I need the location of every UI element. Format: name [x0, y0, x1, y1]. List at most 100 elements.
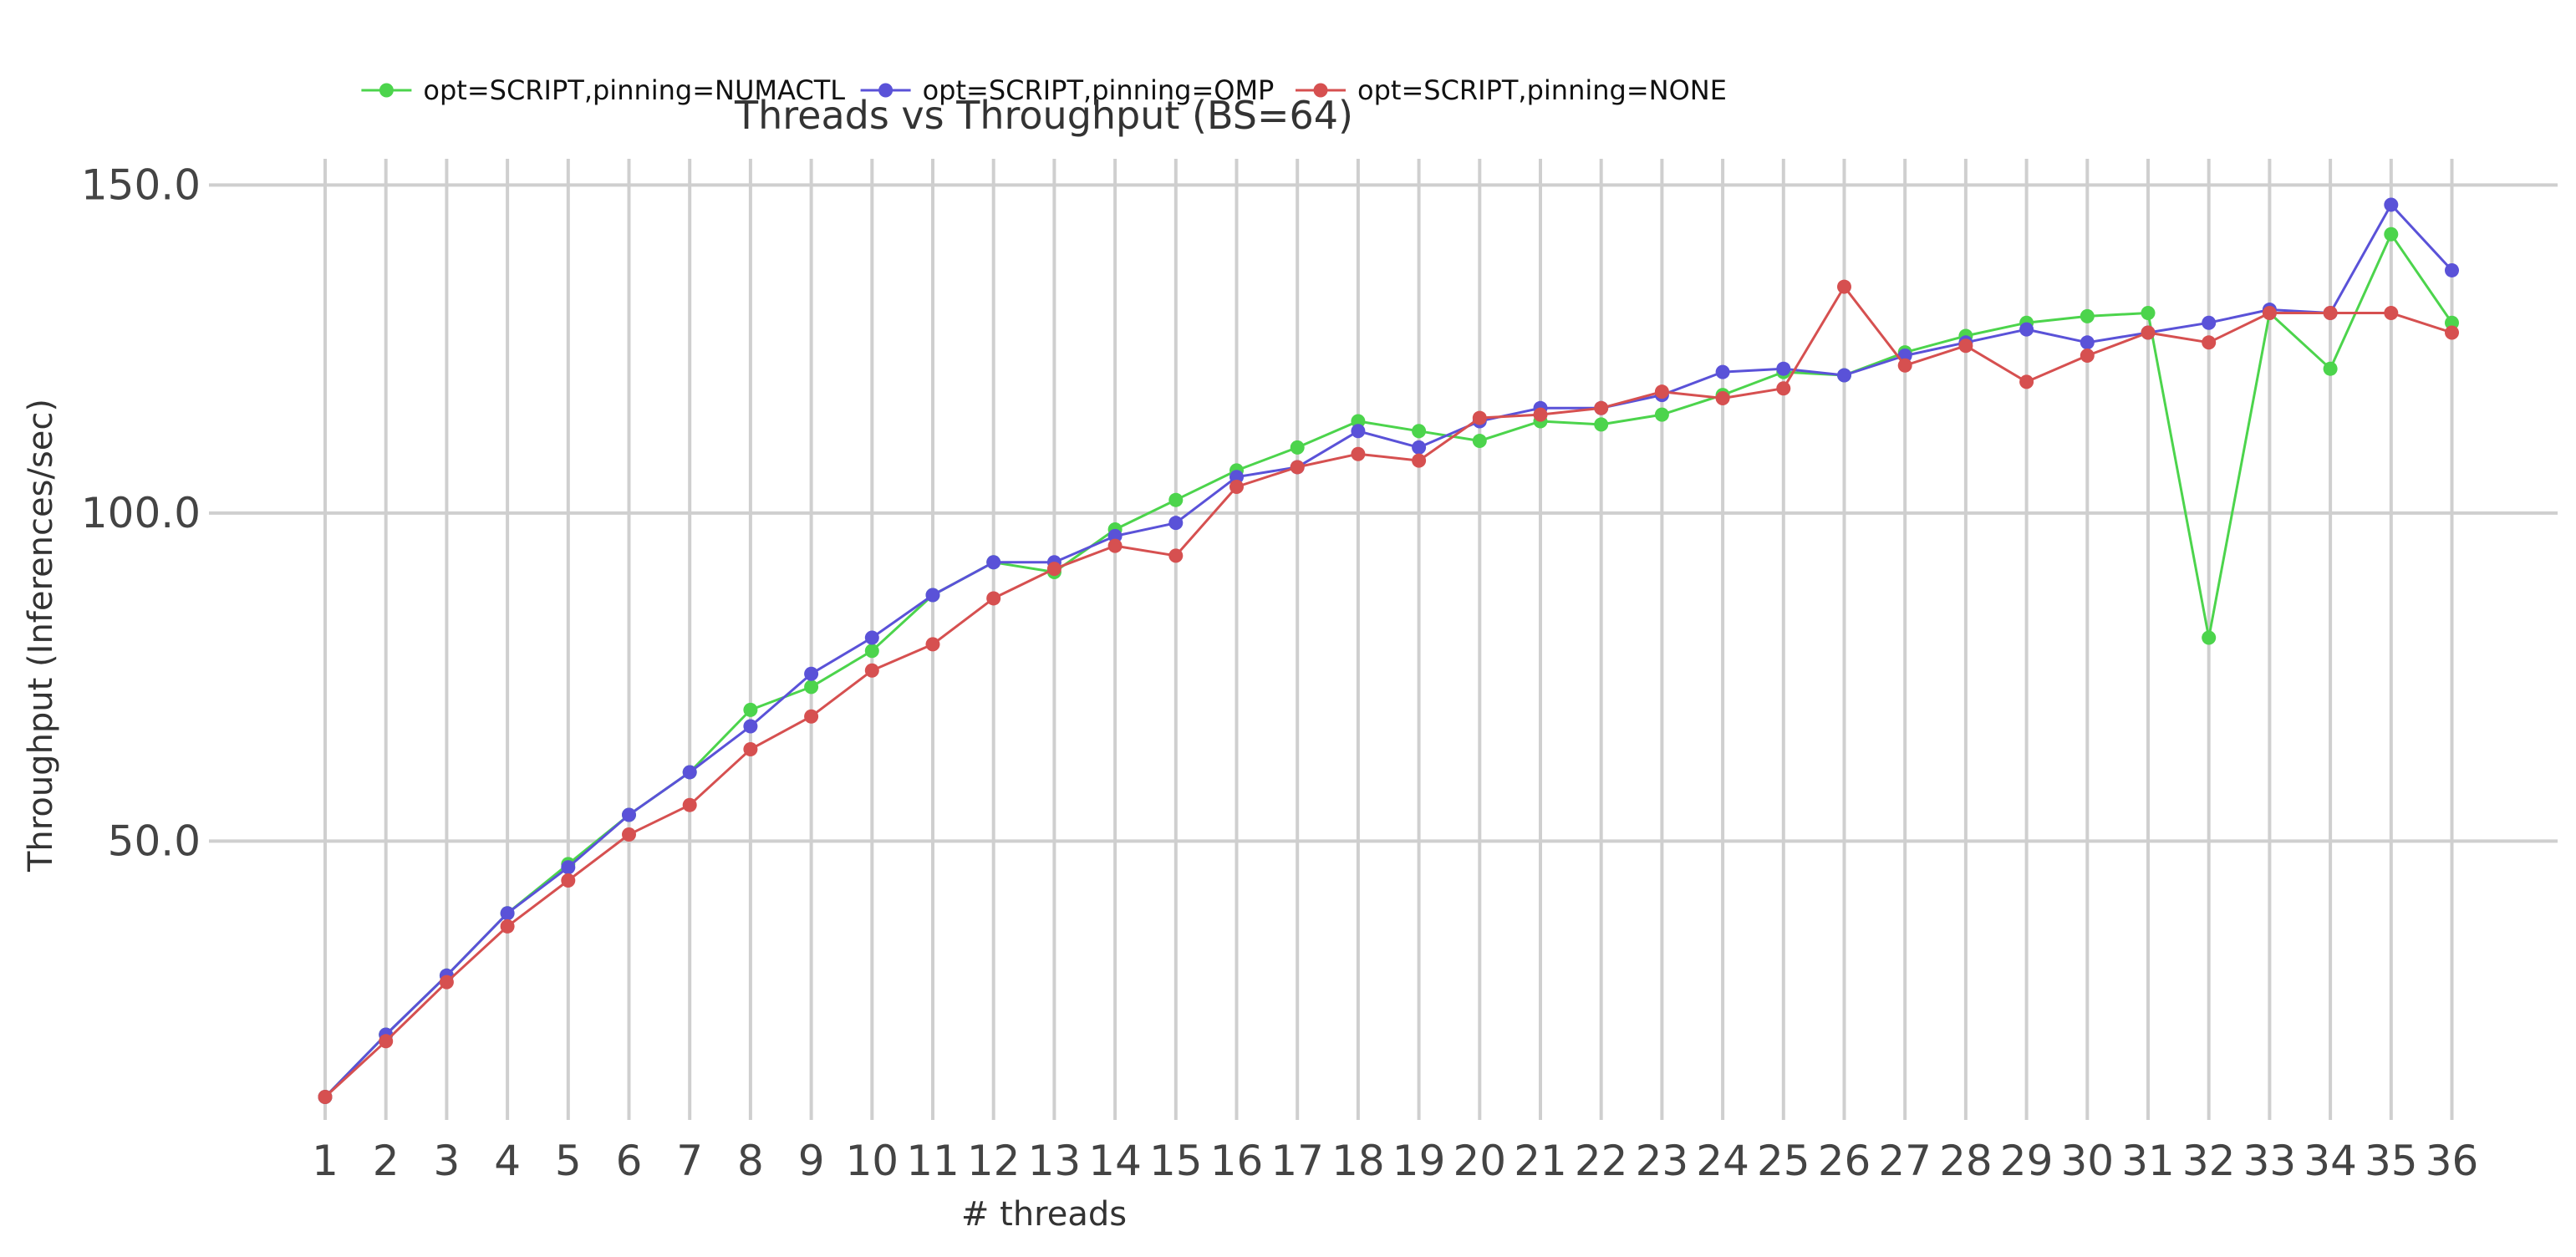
legend-label: opt=SCRIPT,pinning=NUMACTL — [423, 74, 845, 106]
series-line — [323, 285, 2452, 1098]
data-point — [622, 807, 636, 822]
x-tick-label: 6 — [616, 1137, 643, 1185]
data-point — [925, 637, 940, 652]
data-point — [1897, 358, 1912, 373]
x-tick-label: 34 — [2304, 1137, 2357, 1185]
data-point — [1412, 453, 1427, 468]
x-tick-label: 7 — [676, 1137, 703, 1185]
legend-swatch-marker — [1313, 83, 1328, 98]
data-point — [1715, 364, 1730, 379]
data-point — [2019, 322, 2034, 337]
data-point — [1168, 492, 1184, 507]
data-point — [2384, 226, 2399, 242]
data-point — [743, 741, 758, 756]
x-tick-label: 28 — [1939, 1137, 1993, 1185]
data-point — [1229, 470, 1244, 485]
x-axis-ticks: 1 2 3 4 5 6 7 8 9 10 11 12 13 14 15 16 17 18 19 20 21 22 23 24 2… — [312, 1137, 2478, 1185]
legend-label: opt=SCRIPT,pinning=NONE — [1357, 74, 1727, 106]
data-point — [1351, 446, 1366, 461]
x-tick-label: 24 — [1696, 1137, 1749, 1185]
y-axis-title: Throughput (Inferences/sec) — [22, 399, 60, 873]
data-point — [439, 975, 454, 990]
x-tick-label: 16 — [1210, 1137, 1264, 1185]
data-point — [2384, 305, 2399, 320]
series-line — [323, 203, 2453, 1098]
data-point — [2202, 315, 2217, 330]
data-point — [1472, 434, 1487, 449]
data-point — [804, 679, 819, 695]
series-group — [318, 226, 2459, 1105]
data-point — [986, 591, 1001, 606]
data-point — [2262, 305, 2277, 320]
x-tick-label: 17 — [1270, 1137, 1324, 1185]
x-tick-label: 26 — [1818, 1137, 1871, 1185]
x-tick-label: 13 — [1028, 1137, 1082, 1185]
y-axis-ticks: 50.0 100.0 150.0 — [81, 160, 201, 865]
data-point — [1107, 538, 1123, 553]
x-tick-label: 32 — [2182, 1137, 2236, 1185]
legend-swatch-marker — [379, 83, 394, 98]
x-tick-label: 33 — [2243, 1137, 2297, 1185]
data-point — [1958, 338, 1973, 354]
grid — [209, 159, 2558, 1120]
x-tick-label: 36 — [2426, 1137, 2479, 1185]
data-point — [1715, 391, 1730, 406]
data-point — [2323, 305, 2338, 320]
data-point — [2445, 325, 2459, 340]
series-line — [323, 232, 2453, 1098]
data-point — [804, 666, 819, 681]
y-tick-label: 150.0 — [81, 160, 201, 209]
legend-entry: opt=SCRIPT,pinning=NUMACTL — [361, 74, 845, 106]
data-point — [1472, 410, 1487, 425]
data-point — [1837, 368, 1851, 383]
data-point — [500, 919, 515, 934]
data-point — [1837, 279, 1851, 294]
legend-swatch-marker — [878, 83, 893, 98]
x-tick-label: 35 — [2365, 1137, 2418, 1185]
data-point — [2202, 630, 2217, 645]
data-point — [1351, 424, 1366, 439]
x-tick-label: 11 — [906, 1137, 960, 1185]
data-point — [1107, 528, 1123, 543]
data-point — [743, 719, 758, 734]
data-point — [2141, 305, 2156, 320]
data-point — [2445, 315, 2459, 330]
legend-entry: opt=SCRIPT,pinning=OMP — [860, 74, 1275, 106]
series-lines — [318, 197, 2459, 1105]
x-tick-label: 8 — [737, 1137, 764, 1185]
x-tick-label: 30 — [2060, 1137, 2114, 1185]
data-point — [1594, 400, 1609, 415]
data-point — [561, 860, 576, 875]
data-point — [379, 1034, 394, 1049]
x-tick-label: 10 — [845, 1137, 899, 1185]
data-point — [1229, 479, 1244, 494]
legend-label: opt=SCRIPT,pinning=OMP — [923, 74, 1275, 106]
y-tick-label: 50.0 — [108, 817, 201, 865]
x-tick-label: 29 — [2000, 1137, 2054, 1185]
data-point — [318, 1090, 333, 1105]
x-tick-label: 12 — [967, 1137, 1021, 1185]
data-point — [1654, 407, 1669, 422]
x-tick-label: 3 — [433, 1137, 460, 1185]
data-point — [1533, 407, 1548, 422]
legend: opt=SCRIPT,pinning=NUMACTL opt=SCRIPT,pin… — [361, 74, 1727, 106]
x-tick-label: 22 — [1575, 1137, 1628, 1185]
x-axis-title: # threads — [961, 1195, 1127, 1234]
data-point — [2202, 335, 2217, 350]
x-tick-label: 25 — [1757, 1137, 1810, 1185]
data-point — [804, 709, 819, 724]
data-point — [986, 555, 1001, 570]
data-point — [2080, 348, 2095, 363]
x-tick-label: 27 — [1878, 1137, 1932, 1185]
series-group — [318, 279, 2459, 1105]
x-tick-label: 4 — [494, 1137, 521, 1185]
data-point — [1046, 562, 1061, 577]
data-point — [1654, 384, 1669, 399]
chart-title: Threads vs Throughput (BS=64) — [734, 93, 1353, 138]
data-point — [2080, 335, 2095, 350]
x-tick-label: 31 — [2121, 1137, 2175, 1185]
data-point — [1290, 440, 1305, 455]
data-point — [2384, 197, 2399, 212]
